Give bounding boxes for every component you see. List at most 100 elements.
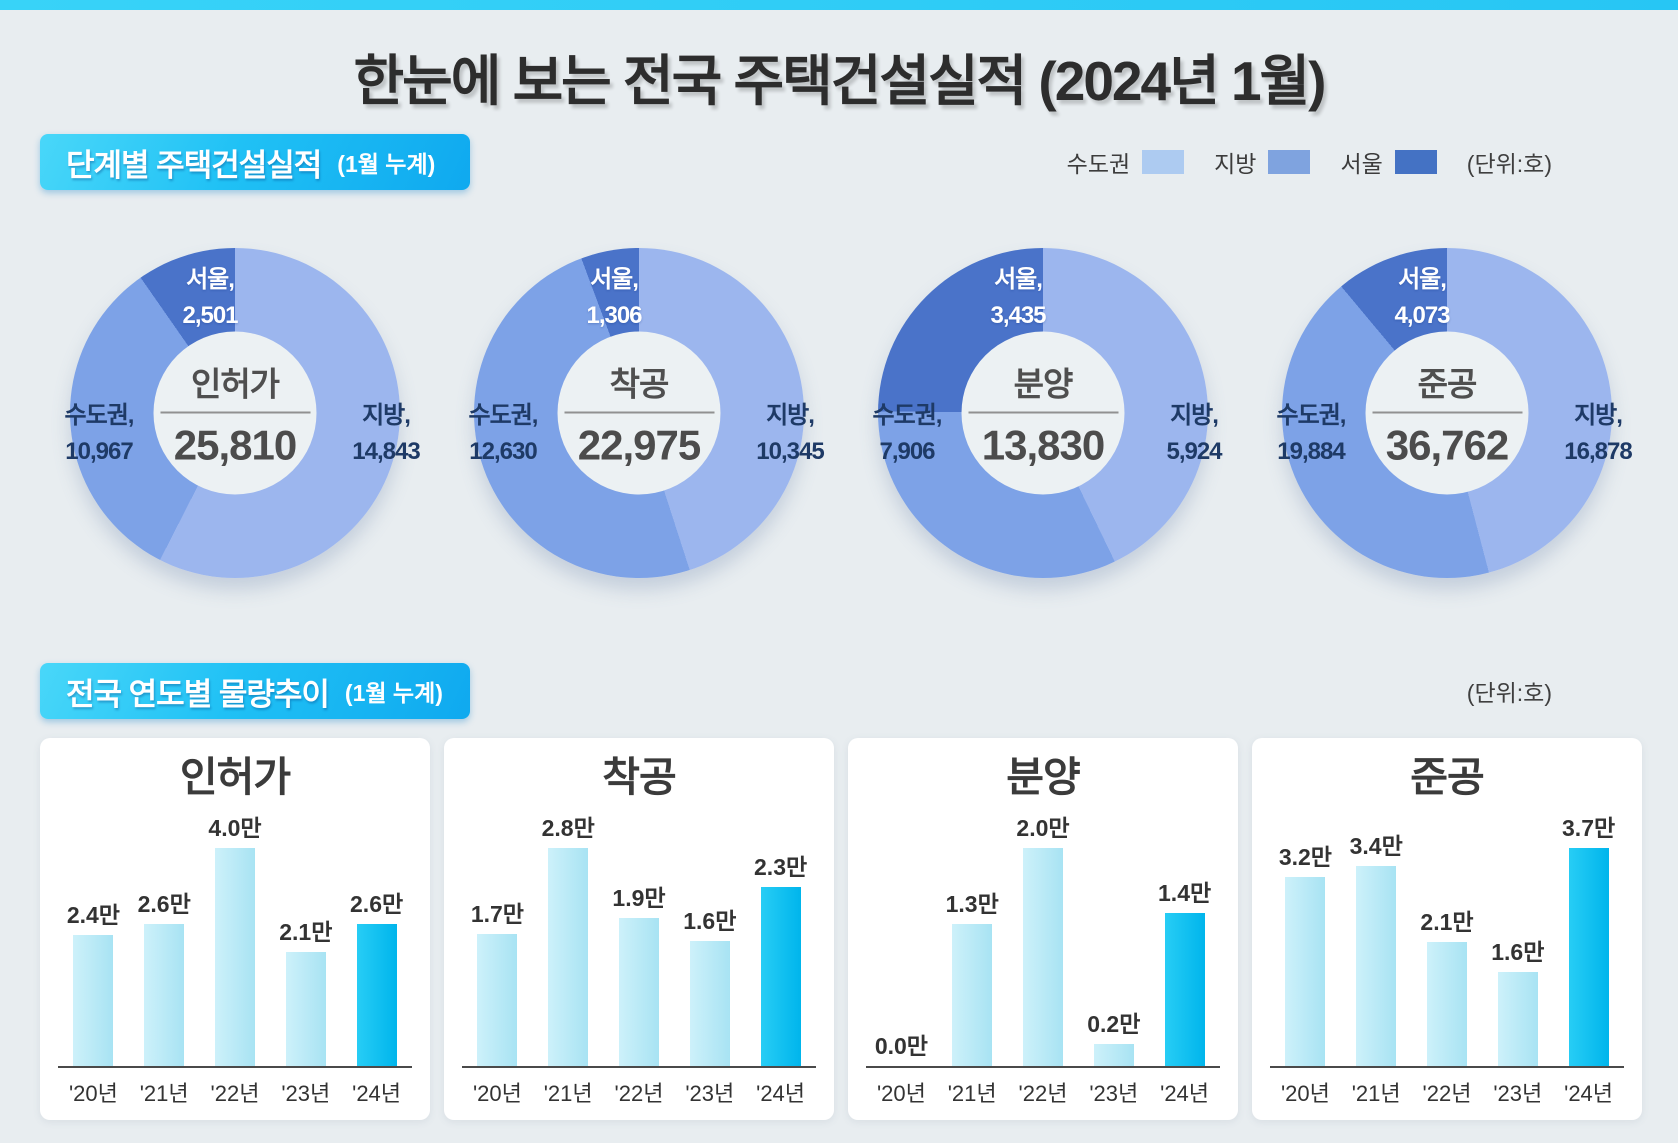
- year-label: '24년: [1160, 1081, 1210, 1106]
- bar-value-label: 2.4만: [66, 902, 120, 928]
- legend-item-seoul: 서울: [1340, 145, 1437, 179]
- year-label: '22년: [210, 1081, 260, 1106]
- bar-2023: [285, 952, 326, 1066]
- bar-2024-highlight: [356, 924, 397, 1066]
- bar-column: 2.0만: [1008, 809, 1079, 1066]
- slice-label-seoul-name: 서울,: [994, 266, 1043, 293]
- slice-label-seoul: 서울, 3,435: [958, 262, 1078, 334]
- section-header-stage: 단계별 주택건설실적 (1월 누계): [40, 134, 470, 190]
- bar-2021: [1356, 866, 1397, 1066]
- year-label: '23년: [281, 1081, 331, 1106]
- section-header-yearly: 전국 연도별 물량추이 (1월 누계): [40, 663, 470, 719]
- top-accent-bar: [0, 0, 1678, 10]
- bar-2021: [952, 924, 993, 1066]
- bar-2023: [1093, 1044, 1134, 1066]
- bar-column: 2.3만: [745, 848, 816, 1066]
- slice-label-jibang: 지방, 16,878: [1542, 398, 1654, 470]
- bar-column: 3.7만: [1553, 809, 1624, 1066]
- legend: 수도권 지방 서울 (단위:호): [1067, 145, 1552, 179]
- bar-value-label: 2.1만: [1420, 909, 1474, 935]
- slice-label-sudogwon-name: 수도권,: [872, 402, 943, 429]
- donut-center: 착공 22,975: [557, 331, 721, 495]
- bar-value-label: 2.8만: [541, 815, 595, 841]
- x-axis-labels: '20년 '21년 '22년 '23년 '24년: [866, 1076, 1220, 1108]
- donut-cell-permits: 인허가 25,810 서울, 2,501 수도권, 10,967 지방, 14,…: [40, 234, 430, 608]
- slice-label-jibang-name: 지방,: [362, 402, 411, 429]
- bar-2023: [689, 941, 730, 1066]
- legend-label: 서울: [1340, 151, 1383, 177]
- bar-column: 1.3만: [937, 885, 1008, 1066]
- year-label: '24년: [1564, 1081, 1614, 1106]
- bar-plot: 0.0만 1.3만 2.0만 0.2만 1.4만: [866, 810, 1220, 1068]
- year-label: '20년: [1280, 1081, 1330, 1106]
- slice-label-seoul: 서울, 1,306: [554, 262, 674, 334]
- slice-label-seoul-value: 4,073: [1394, 302, 1450, 329]
- donut-center-divider: [564, 411, 714, 413]
- slice-label-sudogwon: 수도권, 10,967: [38, 398, 160, 470]
- section-header-row-yearly: 전국 연도별 물량추이 (1월 누계) (단위:호): [40, 663, 1552, 719]
- bar-value-label: 1.9만: [612, 885, 666, 911]
- bar-value-label: 0.2만: [1087, 1011, 1141, 1037]
- bar-value-label: 3.2만: [1278, 844, 1332, 870]
- donut-cell-starts: 착공 22,975 서울, 1,306 수도권, 12,630 지방, 10,3…: [444, 234, 834, 608]
- slice-label-jibang-value: 5,924: [1166, 438, 1222, 465]
- panel-title: 준공: [1410, 754, 1484, 800]
- slice-label-jibang: 지방, 5,924: [1138, 398, 1250, 470]
- donut-center-title: 착공: [609, 365, 670, 402]
- bar-2021: [144, 924, 185, 1066]
- bar-value-label: 2.6만: [350, 891, 404, 917]
- bar-2020: [73, 935, 114, 1066]
- bar-column: 0.0만: [866, 1027, 937, 1066]
- bar-2024-highlight: [1568, 848, 1609, 1066]
- bar-2020: [1285, 877, 1326, 1066]
- donut-ring-permits: 인허가 25,810: [70, 248, 400, 578]
- bar-2022: [1022, 848, 1063, 1066]
- donut-center: 인허가 25,810: [153, 331, 317, 495]
- slice-label-sudogwon-value: 19,884: [1277, 438, 1345, 465]
- slice-label-seoul-name: 서울,: [1398, 266, 1447, 293]
- panel-title: 분양: [1006, 754, 1080, 800]
- legend-label: 지방: [1214, 151, 1257, 177]
- bar-plot: 2.4만 2.6만 4.0만 2.1만 2.6만: [58, 810, 412, 1068]
- bar-plot: 3.2만 3.4만 2.1만 1.6만 3.7만: [1270, 810, 1624, 1068]
- donut-center-divider: [1372, 411, 1522, 413]
- year-label: '23년: [1493, 1081, 1543, 1106]
- slice-label-jibang-name: 지방,: [1574, 402, 1623, 429]
- bar-value-label: 1.3만: [945, 891, 999, 917]
- legend-swatch-seoul: [1394, 150, 1437, 174]
- year-label: '24년: [756, 1081, 806, 1106]
- donut-cell-completions: 준공 36,762 서울, 4,073 수도권, 19,884 지방, 16,8…: [1252, 234, 1642, 608]
- year-label: '20년: [68, 1081, 118, 1106]
- bar-2022: [1426, 942, 1467, 1066]
- bar-column: 2.1만: [1412, 903, 1483, 1066]
- section-subtitle: (1월 누계): [337, 151, 436, 177]
- slice-label-sudogwon: 수도권, 19,884: [1250, 398, 1372, 470]
- donut-ring-starts: 착공 22,975: [474, 248, 804, 578]
- year-label: '21년: [139, 1081, 189, 1106]
- section-title: 전국 연도별 물량추이: [66, 676, 330, 712]
- bar-column: 1.6만: [674, 902, 745, 1066]
- donut-ring-sales: 분양 13,830: [878, 248, 1208, 578]
- bar-2021: [548, 848, 589, 1066]
- panel-title: 인허가: [179, 754, 291, 800]
- bar-2024-highlight: [1164, 913, 1205, 1066]
- bar-column: 4.0만: [200, 809, 271, 1066]
- x-axis-labels: '20년 '21년 '22년 '23년 '24년: [1270, 1076, 1624, 1108]
- slice-label-seoul-name: 서울,: [186, 266, 235, 293]
- bar-2023: [1497, 972, 1538, 1066]
- bar-column: 3.2만: [1270, 838, 1341, 1066]
- slice-label-sudogwon: 수도권, 7,906: [846, 398, 968, 470]
- bar-value-label: 3.7만: [1562, 815, 1616, 841]
- donut-center-title: 인허가: [190, 365, 280, 402]
- slice-label-seoul: 서울, 4,073: [1362, 262, 1482, 334]
- page-title: 한눈에 보는 전국 주택건설실적 (2024년 1월): [353, 50, 1327, 112]
- bar-2022: [618, 918, 659, 1066]
- year-label: '23년: [1089, 1081, 1139, 1106]
- bar-chart-panel-permits: 인허가 2.4만 2.6만 4.0만 2.1만 2.6만: [40, 738, 430, 1120]
- legend-item-sudogwon: 수도권: [1067, 145, 1185, 179]
- year-label: '20년: [472, 1081, 522, 1106]
- slice-label-sudogwon-name: 수도권,: [1276, 402, 1347, 429]
- donut-center-title: 준공: [1417, 365, 1478, 402]
- slice-label-seoul-value: 2,501: [182, 302, 238, 329]
- year-label: '21년: [543, 1081, 593, 1106]
